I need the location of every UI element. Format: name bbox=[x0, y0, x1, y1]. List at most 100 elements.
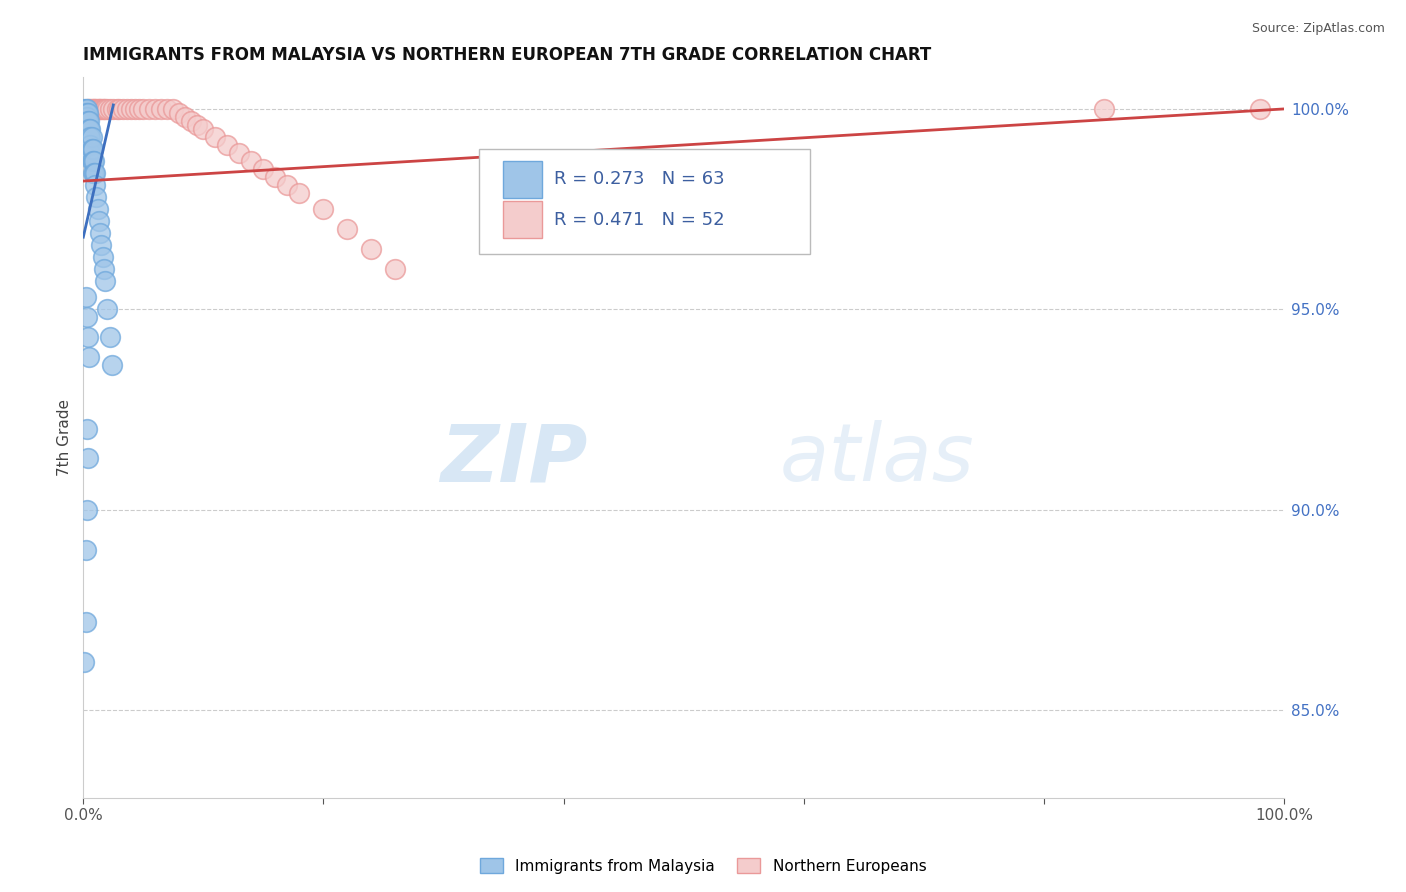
Point bbox=[94, 102, 117, 116]
Point bbox=[84, 166, 107, 180]
Point bbox=[75, 106, 97, 120]
Point bbox=[105, 102, 128, 116]
Point bbox=[89, 102, 111, 116]
Point bbox=[82, 142, 104, 156]
Point bbox=[76, 118, 98, 132]
Point bbox=[86, 102, 108, 116]
Point bbox=[77, 450, 100, 465]
Point bbox=[90, 238, 112, 252]
Point bbox=[252, 162, 274, 177]
Text: atlas: atlas bbox=[780, 420, 974, 498]
Point bbox=[79, 138, 101, 153]
Point bbox=[124, 102, 146, 116]
Point bbox=[77, 106, 100, 120]
Point bbox=[83, 166, 105, 180]
Point bbox=[384, 262, 406, 277]
Point bbox=[94, 274, 117, 288]
Point bbox=[132, 102, 155, 116]
Point bbox=[111, 102, 134, 116]
Text: Source: ZipAtlas.com: Source: ZipAtlas.com bbox=[1251, 22, 1385, 36]
Point bbox=[217, 138, 239, 153]
Point bbox=[80, 142, 103, 156]
Point bbox=[91, 250, 114, 264]
Point bbox=[77, 102, 100, 116]
Point bbox=[76, 130, 98, 145]
Point bbox=[87, 102, 110, 116]
Point bbox=[115, 102, 138, 116]
Point bbox=[76, 106, 98, 120]
Point bbox=[77, 146, 100, 161]
Point bbox=[264, 169, 287, 184]
Point bbox=[312, 202, 335, 216]
Point bbox=[84, 102, 107, 116]
Point bbox=[83, 154, 105, 169]
Point bbox=[128, 102, 150, 116]
Point bbox=[86, 202, 108, 216]
Point bbox=[76, 138, 98, 153]
Point bbox=[76, 310, 98, 325]
Point bbox=[96, 302, 118, 317]
Y-axis label: 7th Grade: 7th Grade bbox=[58, 399, 72, 476]
Point bbox=[143, 102, 166, 116]
Point bbox=[73, 655, 96, 669]
Point bbox=[86, 190, 108, 204]
Point bbox=[276, 178, 298, 192]
Point bbox=[360, 242, 382, 256]
Point bbox=[79, 102, 101, 116]
Point bbox=[84, 178, 107, 192]
Point bbox=[162, 102, 184, 116]
Point bbox=[90, 102, 112, 116]
Text: R = 0.471   N = 52: R = 0.471 N = 52 bbox=[554, 211, 724, 228]
Point bbox=[79, 146, 101, 161]
Point bbox=[80, 154, 103, 169]
Text: IMMIGRANTS FROM MALAYSIA VS NORTHERN EUROPEAN 7TH GRADE CORRELATION CHART: IMMIGRANTS FROM MALAYSIA VS NORTHERN EUR… bbox=[83, 46, 932, 64]
Point bbox=[1249, 102, 1271, 116]
Point bbox=[193, 122, 215, 136]
Point bbox=[73, 102, 96, 116]
Text: ZIP: ZIP bbox=[440, 420, 588, 498]
Point bbox=[174, 110, 197, 124]
Point bbox=[76, 122, 98, 136]
Point bbox=[76, 126, 98, 140]
Point bbox=[79, 102, 101, 116]
Point bbox=[120, 102, 142, 116]
Point bbox=[1092, 102, 1115, 116]
Point bbox=[75, 102, 97, 116]
Point bbox=[150, 102, 173, 116]
Point bbox=[76, 110, 98, 124]
Point bbox=[82, 166, 104, 180]
Point bbox=[77, 130, 100, 145]
Point bbox=[138, 102, 160, 116]
Point bbox=[98, 330, 121, 344]
Point bbox=[186, 118, 208, 132]
Point bbox=[79, 130, 101, 145]
Point bbox=[80, 102, 103, 116]
Point bbox=[98, 102, 121, 116]
Point bbox=[156, 102, 179, 116]
Point bbox=[108, 102, 131, 116]
Text: R = 0.273   N = 63: R = 0.273 N = 63 bbox=[554, 170, 724, 188]
Point bbox=[73, 106, 96, 120]
Point bbox=[79, 122, 101, 136]
Point bbox=[79, 114, 101, 128]
Point bbox=[101, 359, 124, 373]
Point bbox=[93, 262, 115, 277]
Point bbox=[89, 226, 111, 240]
Point bbox=[228, 146, 250, 161]
Point bbox=[96, 102, 118, 116]
Point bbox=[80, 130, 103, 145]
Point bbox=[76, 502, 98, 516]
Point bbox=[76, 106, 98, 120]
Point bbox=[76, 134, 98, 148]
Point bbox=[77, 138, 100, 153]
Point bbox=[76, 114, 98, 128]
Point bbox=[82, 154, 104, 169]
Point bbox=[75, 615, 97, 629]
Point bbox=[83, 102, 105, 116]
Point bbox=[75, 118, 97, 132]
Point bbox=[103, 102, 125, 116]
Legend: Immigrants from Malaysia, Northern Europeans: Immigrants from Malaysia, Northern Europ… bbox=[474, 852, 932, 880]
FancyBboxPatch shape bbox=[503, 201, 541, 238]
Point bbox=[79, 351, 101, 365]
Point bbox=[75, 114, 97, 128]
